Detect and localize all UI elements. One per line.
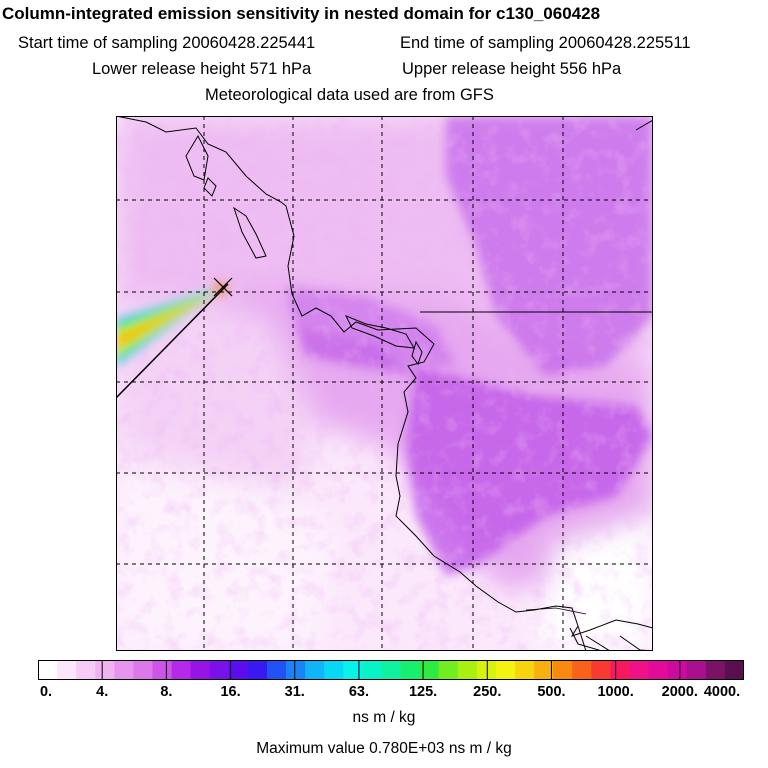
colorbar-swatch xyxy=(57,660,77,680)
island-north-2 xyxy=(233,206,267,259)
colorbar-swatch xyxy=(438,660,459,680)
colorbar-swatch xyxy=(324,660,344,680)
colorbar-swatch xyxy=(724,660,745,680)
corner-mark xyxy=(635,119,653,131)
colorbar-tick-label: 2000. xyxy=(661,684,698,700)
colorbar-swatch xyxy=(247,660,268,680)
colorbar-swatch xyxy=(228,660,249,680)
sensitivity-map xyxy=(116,116,653,651)
colorbar-swatch xyxy=(38,660,58,680)
colorbar-swatch xyxy=(515,660,535,680)
island-north-3 xyxy=(203,177,217,197)
sensitivity-texture xyxy=(116,116,653,651)
colorbar-unit: ns m / kg xyxy=(352,709,416,726)
colorbar-swatch xyxy=(572,660,592,680)
colorbar-swatch xyxy=(190,660,211,680)
baja-peninsula xyxy=(569,627,603,651)
release-plume xyxy=(116,284,228,374)
colorbar-swatch xyxy=(209,660,230,680)
colorbar-tick-label: 0. xyxy=(39,684,53,700)
colorbar-tick-label: 125. xyxy=(408,684,438,700)
colorbar-swatch xyxy=(343,660,363,680)
colorbar-tick-label: 16. xyxy=(220,684,241,700)
colorbar-swatch xyxy=(591,660,611,680)
colorbar-tick-label: 8. xyxy=(160,684,173,700)
colorbar-swatch xyxy=(400,660,421,680)
colorbar-swatch xyxy=(686,660,707,680)
colorbar-swatch xyxy=(95,660,115,680)
colorbar-swatch xyxy=(667,660,688,680)
flight-track xyxy=(116,283,229,399)
map-frame xyxy=(116,116,653,651)
colorbar-swatch xyxy=(266,660,287,680)
map-title: Column-integrated emission sensitivity i… xyxy=(2,4,601,23)
colorbar-swatch xyxy=(457,660,478,680)
colorbar-swatch xyxy=(534,660,554,680)
lower-release-label: Lower release height 571 hPa xyxy=(92,60,312,78)
coastline xyxy=(116,116,587,651)
upper-release-label: Upper release height 556 hPa xyxy=(402,60,622,78)
colorbar-swatch xyxy=(553,660,573,680)
colorbar-tick-label: 63. xyxy=(348,684,369,700)
colorbar-swatch xyxy=(114,660,134,680)
colorbar-frame xyxy=(38,660,744,680)
colorbar-swatch xyxy=(381,660,402,680)
colorbar-swatch xyxy=(495,660,516,680)
colorbar-tick-label: 4. xyxy=(96,684,109,700)
baja-east-coast xyxy=(585,635,611,651)
colorbar-swatch xyxy=(476,660,497,680)
colorbar-swatch xyxy=(648,660,669,680)
maximum-value-label: Maximum value 0.780E+03 ns m / kg xyxy=(256,740,512,757)
island-north-1 xyxy=(185,134,209,181)
release-point-marker xyxy=(213,277,233,297)
colorbar-tick-label: 31. xyxy=(284,684,305,700)
graticule xyxy=(116,116,653,651)
puget-inlet xyxy=(411,340,423,366)
colorbar-tick-label: 250. xyxy=(473,684,502,700)
colorbar-tick-label: 500. xyxy=(537,684,566,700)
met-data-label: Meteorological data used are from GFS xyxy=(205,86,494,104)
colorbar-swatch xyxy=(419,660,440,680)
colorbar-swatch xyxy=(629,660,650,680)
colorbar xyxy=(38,660,745,680)
colorbar-swatch xyxy=(171,660,192,680)
border-us-mexico xyxy=(525,607,587,615)
colorbar-swatch xyxy=(286,660,306,680)
colorbar-tick-label: 1000. xyxy=(597,684,634,700)
colorbar-swatch xyxy=(133,660,153,680)
colorbar-swatch xyxy=(705,660,726,680)
colorbar-svg xyxy=(38,660,745,680)
end-time-label: End time of sampling 20060428.225511 xyxy=(400,34,691,52)
colorbar-swatch xyxy=(610,660,631,680)
colorbar-tick-label: 4000. xyxy=(703,684,741,700)
colorbar-swatch xyxy=(76,660,96,680)
colorbar-swatch xyxy=(362,660,382,680)
start-time-label: Start time of sampling 20060428.225441 xyxy=(18,34,316,52)
colorbar-swatch xyxy=(305,660,325,680)
colorbar-swatch xyxy=(152,660,173,680)
